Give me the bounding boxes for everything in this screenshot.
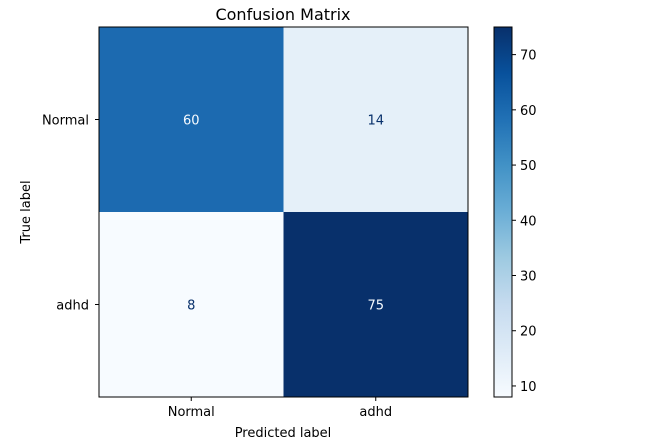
x-tick-label: adhd bbox=[359, 405, 392, 420]
y-tick-label: adhd bbox=[56, 299, 89, 314]
colorbar-tick-label: 30 bbox=[520, 270, 537, 285]
colorbar-tick-label: 70 bbox=[520, 49, 537, 64]
colorbar-ticks: 10 20 30 40 50 60 70 bbox=[512, 49, 537, 395]
colorbar bbox=[493, 26, 513, 398]
colorbar-tick-label: 20 bbox=[520, 325, 537, 340]
y-axis: Normal adhd bbox=[42, 114, 99, 314]
cell-value-label: 14 bbox=[367, 114, 384, 129]
cell-value-label: 60 bbox=[183, 114, 200, 129]
cell-value-label: 8 bbox=[187, 299, 195, 314]
colorbar-tick-label: 60 bbox=[520, 104, 537, 119]
cell-value-label: 75 bbox=[367, 299, 384, 314]
colorbar-tick-label: 40 bbox=[520, 214, 537, 229]
plot-frame bbox=[98, 26, 469, 398]
heatmap-cell bbox=[283, 27, 469, 213]
colorbar-tick-label: 50 bbox=[520, 159, 537, 174]
y-tick-label: Normal bbox=[42, 114, 89, 129]
x-axis: Normal adhd bbox=[168, 397, 392, 420]
heatmap-cells: 60 14 8 75 bbox=[99, 27, 469, 398]
chart-title: Confusion Matrix bbox=[215, 5, 350, 24]
x-axis-label: Predicted label bbox=[235, 426, 332, 441]
heatmap-cell bbox=[99, 27, 284, 213]
colorbar-tick-label: 10 bbox=[520, 380, 537, 395]
heatmap-cell bbox=[283, 212, 469, 398]
heatmap-cell bbox=[99, 212, 284, 398]
y-axis-label: True label bbox=[19, 180, 34, 244]
x-tick-label: Normal bbox=[168, 405, 215, 420]
